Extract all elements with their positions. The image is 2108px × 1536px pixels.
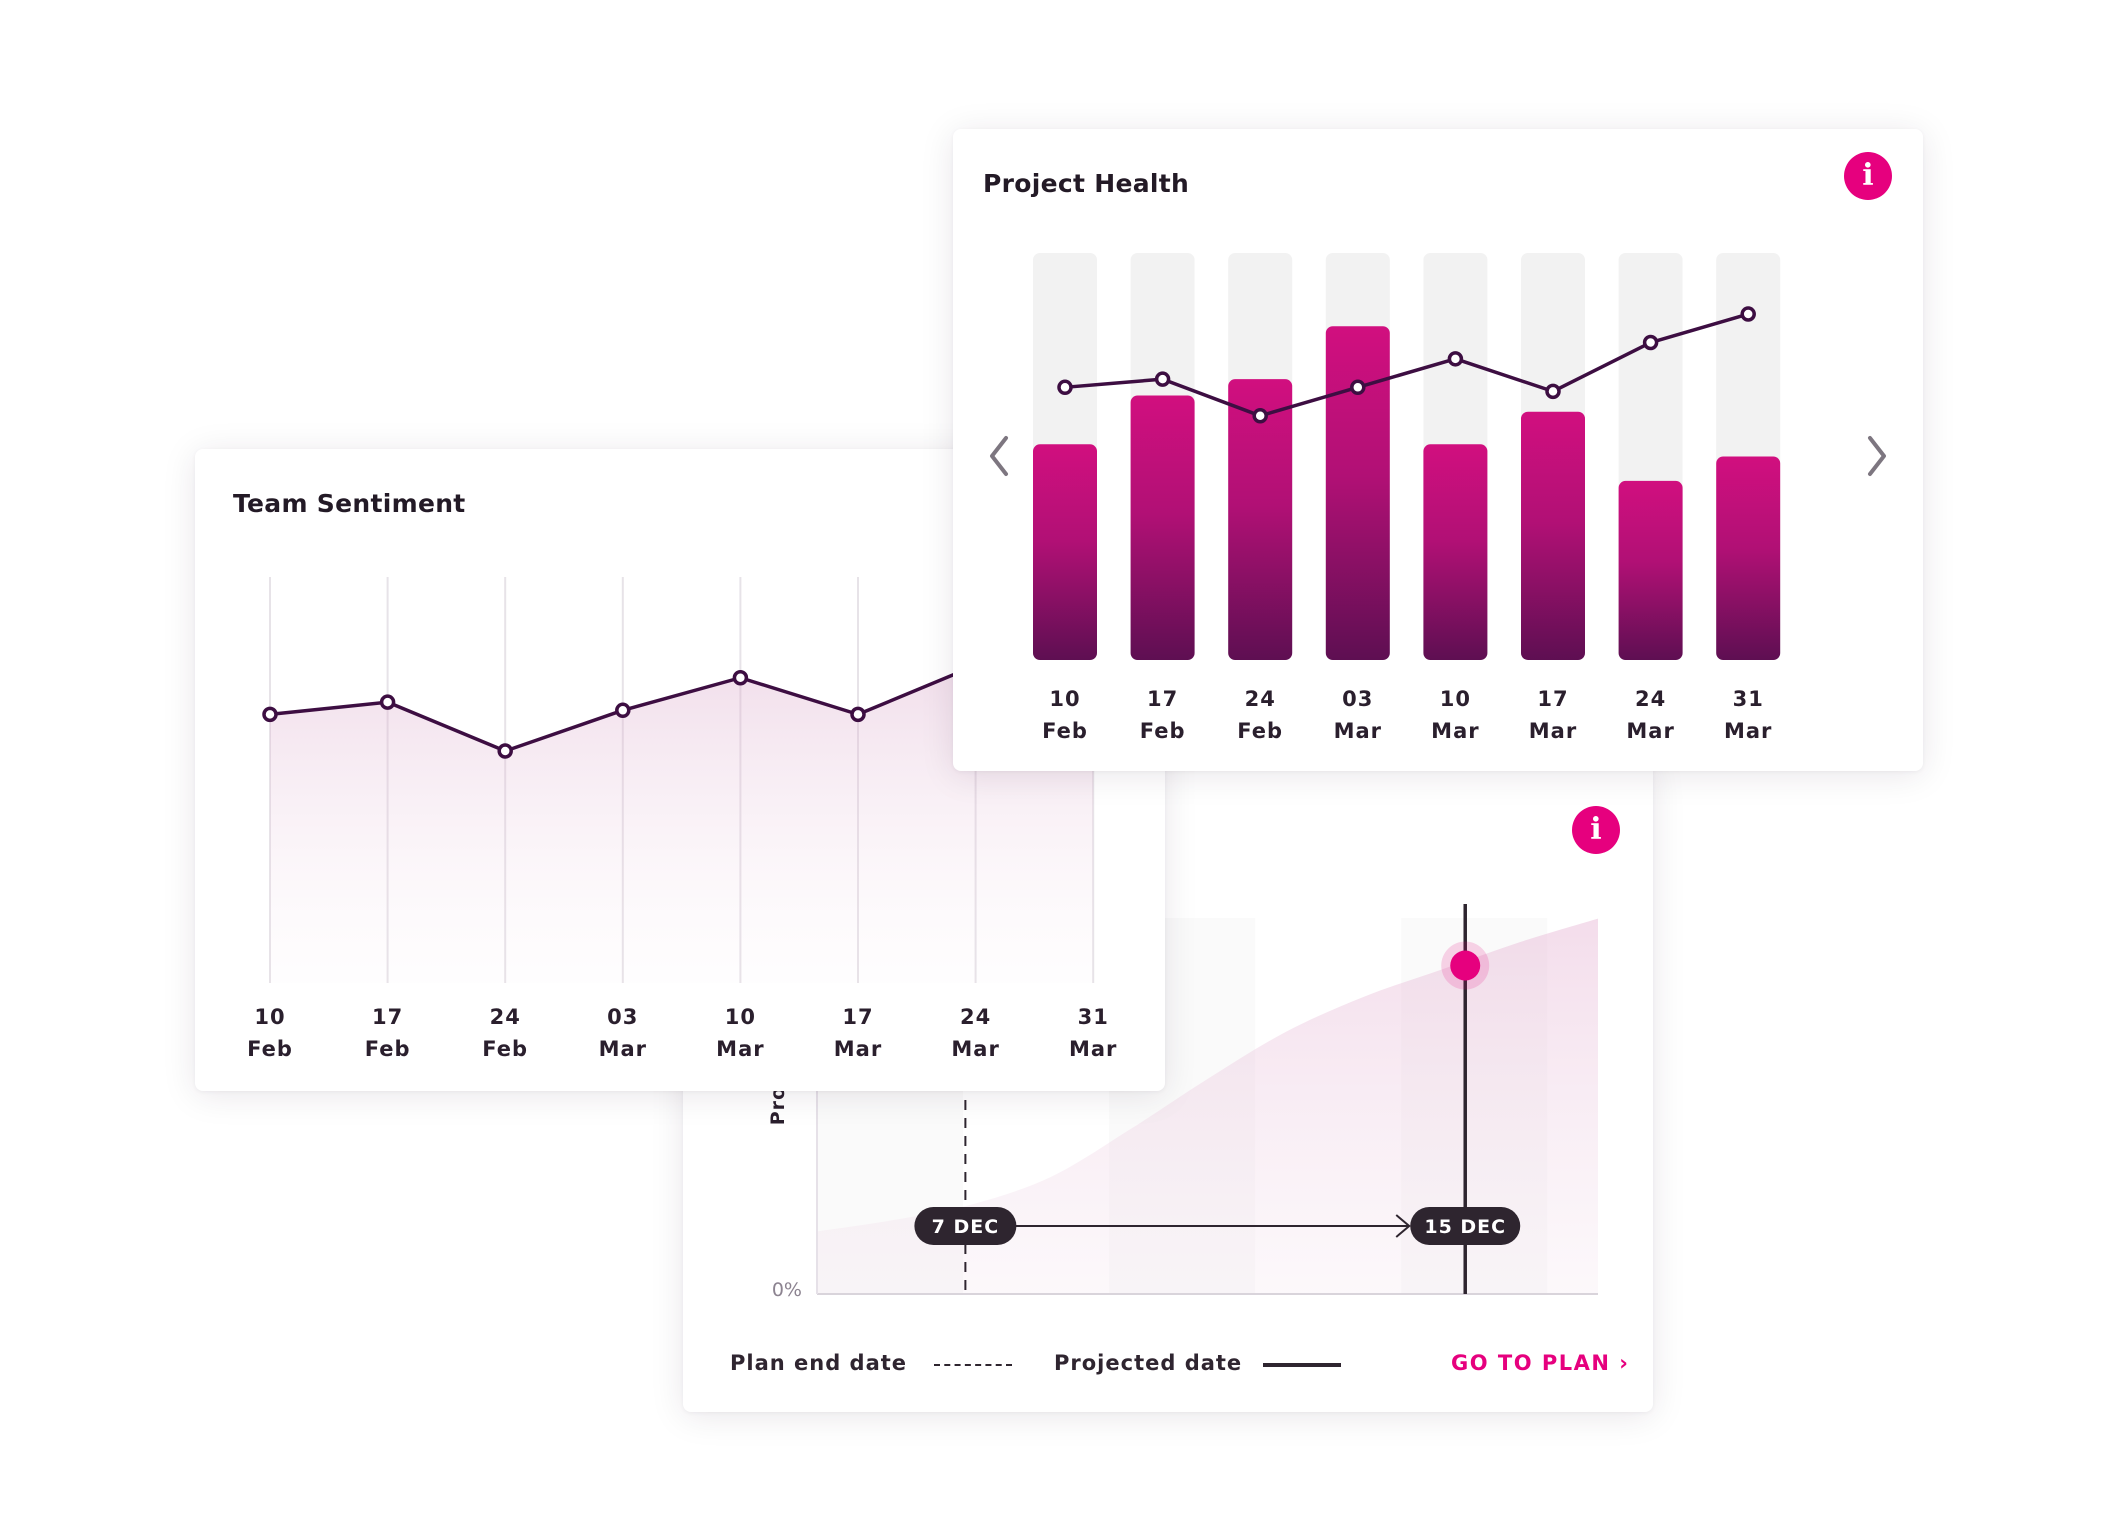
sentiment-tick-day: 10 [254,1005,285,1029]
chevron-right-icon[interactable] [1856,426,1896,486]
sentiment-tick-month: Feb [247,1037,293,1061]
shift-arrow-head [1395,1214,1411,1238]
health-trend-point[interactable] [1447,351,1464,367]
health-tick-day: 24 [1635,687,1666,711]
projected-dot[interactable] [1450,950,1481,981]
projected-pill: 15 DEC [1410,1207,1521,1245]
sentiment-tick-month: Mar [951,1037,999,1061]
plan-end-pill-label: 7 DEC [932,1216,1000,1238]
health-bar[interactable] [1033,444,1097,660]
health-tick-month: Mar [1431,719,1479,743]
sentiment-point[interactable] [379,694,396,710]
project-health-card: Project Health i 10 Feb 17 Feb 24 Feb 03 Mar 10 M… [953,129,1923,771]
forecast-card: i Probal 0% 7 DEC 15 DEC Plan end date [683,760,1653,1412]
health-tick-day: 10 [1440,687,1471,711]
team-sentiment-title: Team Sentiment [233,489,466,518]
sentiment-tick-day: 24 [960,1005,991,1029]
legend-projected-swatch [1263,1363,1341,1367]
health-trend-point[interactable] [1545,383,1561,400]
health-tick-day: 10 [1049,687,1080,711]
health-tick-month: Feb [1140,719,1186,743]
sentiment-tick-month: Feb [365,1037,411,1061]
sentiment-point[interactable] [615,702,631,719]
forecast-probability-area [817,918,1598,1294]
health-trend-point[interactable] [1642,334,1659,351]
health-trend-point[interactable] [1350,379,1366,396]
sentiment-tick-day: 17 [372,1005,403,1029]
sentiment-tick-day: 24 [490,1005,521,1029]
health-bar[interactable] [1130,395,1195,660]
health-bar[interactable] [1716,456,1781,661]
health-tick-day: 03 [1342,687,1373,711]
sentiment-tick-day: 31 [1078,1005,1109,1029]
health-bar[interactable] [1618,480,1683,660]
sentiment-tick-month: Feb [482,1037,528,1061]
legend-plan-end-label: Plan end date [730,1351,908,1375]
go-to-plan-link[interactable]: GO TO PLAN › [1451,1351,1630,1375]
legend-plan-end-swatch [934,1364,1012,1366]
chevron-left-icon[interactable] [980,426,1020,486]
sentiment-tick-month: Mar [716,1037,764,1061]
health-tick-month: Feb [1042,719,1088,743]
sentiment-point[interactable] [262,706,278,723]
plan-end-pill: 7 DEC [914,1207,1017,1245]
forecast-y-zero-label: 0% [772,1279,802,1301]
sentiment-point[interactable] [497,743,513,759]
legend-projected-label: Projected date [1054,1351,1243,1375]
project-health-title: Project Health [983,169,1190,198]
sentiment-tick-day: 10 [725,1005,756,1029]
sentiment-tick-month: Mar [599,1037,647,1061]
health-tick-day: 31 [1733,687,1764,711]
health-tick-month: Feb [1237,719,1283,743]
health-bar[interactable] [1325,326,1390,660]
sentiment-tick-day: 03 [607,1005,638,1029]
sentiment-tick-month: Mar [834,1037,882,1061]
sentiment-area [270,649,1094,983]
sentiment-point[interactable] [850,706,866,723]
project-health-info-icon[interactable]: i [1844,152,1892,200]
forecast-info-icon[interactable]: i [1572,806,1620,854]
health-bar[interactable] [1228,379,1293,660]
health-tick-month: Mar [1724,719,1772,743]
forecast-chart: Probal 0% 7 DEC 15 DEC [767,904,1598,1301]
health-trend-point[interactable] [1740,306,1756,322]
health-tick-day: 17 [1147,687,1178,711]
health-tick-day: 24 [1245,687,1276,711]
projected-pill-label: 15 DEC [1424,1216,1506,1238]
sentiment-point[interactable] [732,670,749,686]
health-trend-line [1064,312,1749,418]
sentiment-tick-day: 17 [842,1005,873,1029]
health-bar[interactable] [1423,444,1488,660]
health-tick-month: Mar [1529,719,1577,743]
health-tick-month: Mar [1626,719,1674,743]
project-health-chart: 10 Feb 17 Feb 24 Feb 03 Mar 10 Mar 17 Mar 24 Mar 31 Mar [1033,253,1781,743]
health-tick-month: Mar [1334,719,1382,743]
health-trend-point[interactable] [1154,371,1171,387]
sentiment-tick-month: Mar [1069,1037,1117,1061]
health-trend-point[interactable] [1252,408,1268,424]
health-tick-day: 17 [1537,687,1568,711]
health-trend-point[interactable] [1057,379,1073,396]
health-bar[interactable] [1521,411,1585,660]
